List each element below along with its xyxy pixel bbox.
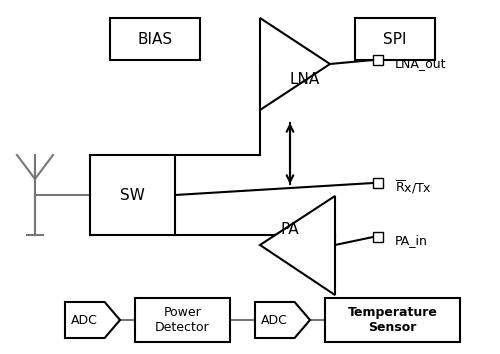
Polygon shape [260,18,330,110]
Polygon shape [260,196,335,295]
Text: LNA: LNA [290,73,320,87]
Bar [325,298,460,342]
Bar [373,232,383,242]
Bar [135,298,230,342]
Bar [90,155,175,235]
Bar [110,18,200,60]
Text: ADC: ADC [72,314,98,326]
Text: $\overline{\rm R}$x/Tx: $\overline{\rm R}$x/Tx [395,178,432,195]
Text: PA_in: PA_in [395,234,428,247]
Text: BIAS: BIAS [138,32,172,46]
Text: LNA_out: LNA_out [395,57,446,70]
Text: Power
Detector: Power Detector [155,306,210,334]
Text: ADC: ADC [262,314,288,326]
Polygon shape [65,302,120,338]
Polygon shape [255,302,310,338]
Text: PA: PA [280,223,299,238]
Bar [373,178,383,188]
Text: SW: SW [120,188,145,202]
Bar [373,55,383,65]
Text: Temperature
Sensor: Temperature Sensor [348,306,438,334]
Bar [355,18,435,60]
Text: SPI: SPI [384,32,407,46]
